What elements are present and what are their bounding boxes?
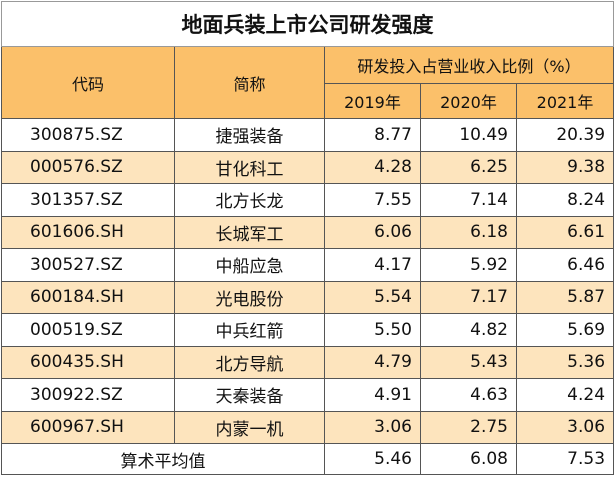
- cell-code: 600435.SH: [1, 345, 175, 379]
- cell-name: 长城军工: [174, 215, 325, 249]
- cell-2019: 8.77: [324, 118, 421, 152]
- header-year-2021: 2021年: [515, 83, 615, 119]
- cell-2021: 9.38: [515, 150, 615, 184]
- average-label: 算术平均值: [1, 443, 325, 475]
- cell-2020: 2.75: [420, 410, 517, 444]
- table-row: 600967.SH 内蒙一机 3.06 2.75 3.06: [1, 410, 615, 444]
- cell-2019: 7.55: [324, 183, 421, 217]
- cell-2019: 4.91: [324, 378, 421, 412]
- cell-code: 000576.SZ: [1, 150, 175, 184]
- table-title: 地面兵装上市公司研发强度: [0, 1, 615, 47]
- cell-2020: 4.63: [420, 378, 517, 412]
- cell-name: 天秦装备: [174, 378, 325, 412]
- cell-2019: 5.54: [324, 280, 421, 314]
- cell-2020: 5.92: [420, 248, 517, 282]
- cell-code: 600967.SH: [1, 410, 175, 444]
- average-2021: 7.53: [515, 443, 615, 475]
- cell-2021: 8.24: [515, 183, 615, 217]
- table-row: 000519.SZ 中兵红箭 5.50 4.82 5.69: [1, 313, 615, 347]
- header-code: 代码: [1, 46, 175, 119]
- cell-2020: 7.14: [420, 183, 517, 217]
- cell-2019: 5.50: [324, 313, 421, 347]
- table-row: 300527.SZ 中船应急 4.17 5.92 6.46: [1, 248, 615, 282]
- table-row: 600184.SH 光电股份 5.54 7.17 5.87: [1, 280, 615, 314]
- average-row: 算术平均值 5.46 6.08 7.53: [1, 443, 615, 475]
- cell-2021: 5.87: [515, 280, 615, 314]
- table-row: 000576.SZ 甘化科工 4.28 6.25 9.38: [1, 150, 615, 184]
- table-row: 600435.SH 北方导航 4.79 5.43 5.36: [1, 345, 615, 379]
- rd-intensity-table: 地面兵装上市公司研发强度 代码 简称 研发投入占营业收入比例（%） 2019年 …: [0, 1, 615, 475]
- cell-2021: 4.24: [515, 378, 615, 412]
- cell-2020: 6.25: [420, 150, 517, 184]
- header-year-2019: 2019年: [324, 83, 421, 119]
- cell-2020: 5.43: [420, 345, 517, 379]
- cell-name: 中船应急: [174, 248, 325, 282]
- cell-2020: 10.49: [420, 118, 517, 152]
- cell-2019: 4.28: [324, 150, 421, 184]
- cell-2021: 20.39: [515, 118, 615, 152]
- cell-code: 000519.SZ: [1, 313, 175, 347]
- cell-code: 300875.SZ: [1, 118, 175, 152]
- cell-name: 光电股份: [174, 280, 325, 314]
- table-row: 300922.SZ 天秦装备 4.91 4.63 4.24: [1, 378, 615, 412]
- cell-2021: 5.69: [515, 313, 615, 347]
- header-name: 简称: [174, 46, 325, 119]
- cell-2020: 6.18: [420, 215, 517, 249]
- cell-code: 300527.SZ: [1, 248, 175, 282]
- cell-name: 甘化科工: [174, 150, 325, 184]
- cell-name: 中兵红箭: [174, 313, 325, 347]
- average-2019: 5.46: [324, 443, 421, 475]
- cell-name: 内蒙一机: [174, 410, 325, 444]
- table-row: 301357.SZ 北方长龙 7.55 7.14 8.24: [1, 183, 615, 217]
- cell-2021: 6.46: [515, 248, 615, 282]
- cell-2021: 3.06: [515, 410, 615, 444]
- cell-2019: 4.17: [324, 248, 421, 282]
- cell-2019: 3.06: [324, 410, 421, 444]
- cell-name: 北方导航: [174, 345, 325, 379]
- cell-2020: 7.17: [420, 280, 517, 314]
- cell-2021: 5.36: [515, 345, 615, 379]
- cell-code: 601606.SH: [1, 215, 175, 249]
- cell-code: 600184.SH: [1, 280, 175, 314]
- cell-2019: 4.79: [324, 345, 421, 379]
- cell-2019: 6.06: [324, 215, 421, 249]
- average-2020: 6.08: [420, 443, 517, 475]
- cell-code: 301357.SZ: [1, 183, 175, 217]
- table-row: 300875.SZ 捷强装备 8.77 10.49 20.39: [1, 118, 615, 152]
- cell-name: 捷强装备: [174, 118, 325, 152]
- cell-code: 300922.SZ: [1, 378, 175, 412]
- cell-2021: 6.61: [515, 215, 615, 249]
- table-row: 601606.SH 长城军工 6.06 6.18 6.61: [1, 215, 615, 249]
- cell-2020: 4.82: [420, 313, 517, 347]
- header-rd-ratio-group: 研发投入占营业收入比例（%）: [323, 46, 615, 84]
- cell-name: 北方长龙: [174, 183, 325, 217]
- header-year-2020: 2020年: [420, 83, 517, 119]
